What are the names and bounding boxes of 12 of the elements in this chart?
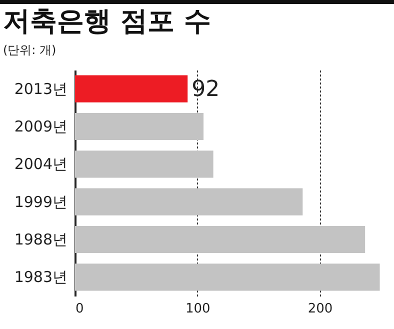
x-tick-label: 200 bbox=[308, 302, 333, 316]
y-tick-label: 1988년 bbox=[14, 230, 68, 248]
chart-title: 저축은행 점포 수 bbox=[3, 6, 211, 38]
y-tick-label: 1983년 bbox=[14, 268, 68, 286]
y-tick-label: 1999년 bbox=[14, 192, 68, 211]
chart-subtitle: (단위: 개) bbox=[3, 42, 56, 59]
x-tick-label: 0 bbox=[76, 302, 84, 316]
y-tick-label: 2009년 bbox=[14, 118, 68, 136]
y-tick-label: 2004년 bbox=[14, 155, 68, 174]
y-tick-label: 2013년 bbox=[14, 80, 68, 98]
x-tick-label: 100 bbox=[185, 302, 210, 316]
data-label: 92 bbox=[192, 76, 220, 102]
